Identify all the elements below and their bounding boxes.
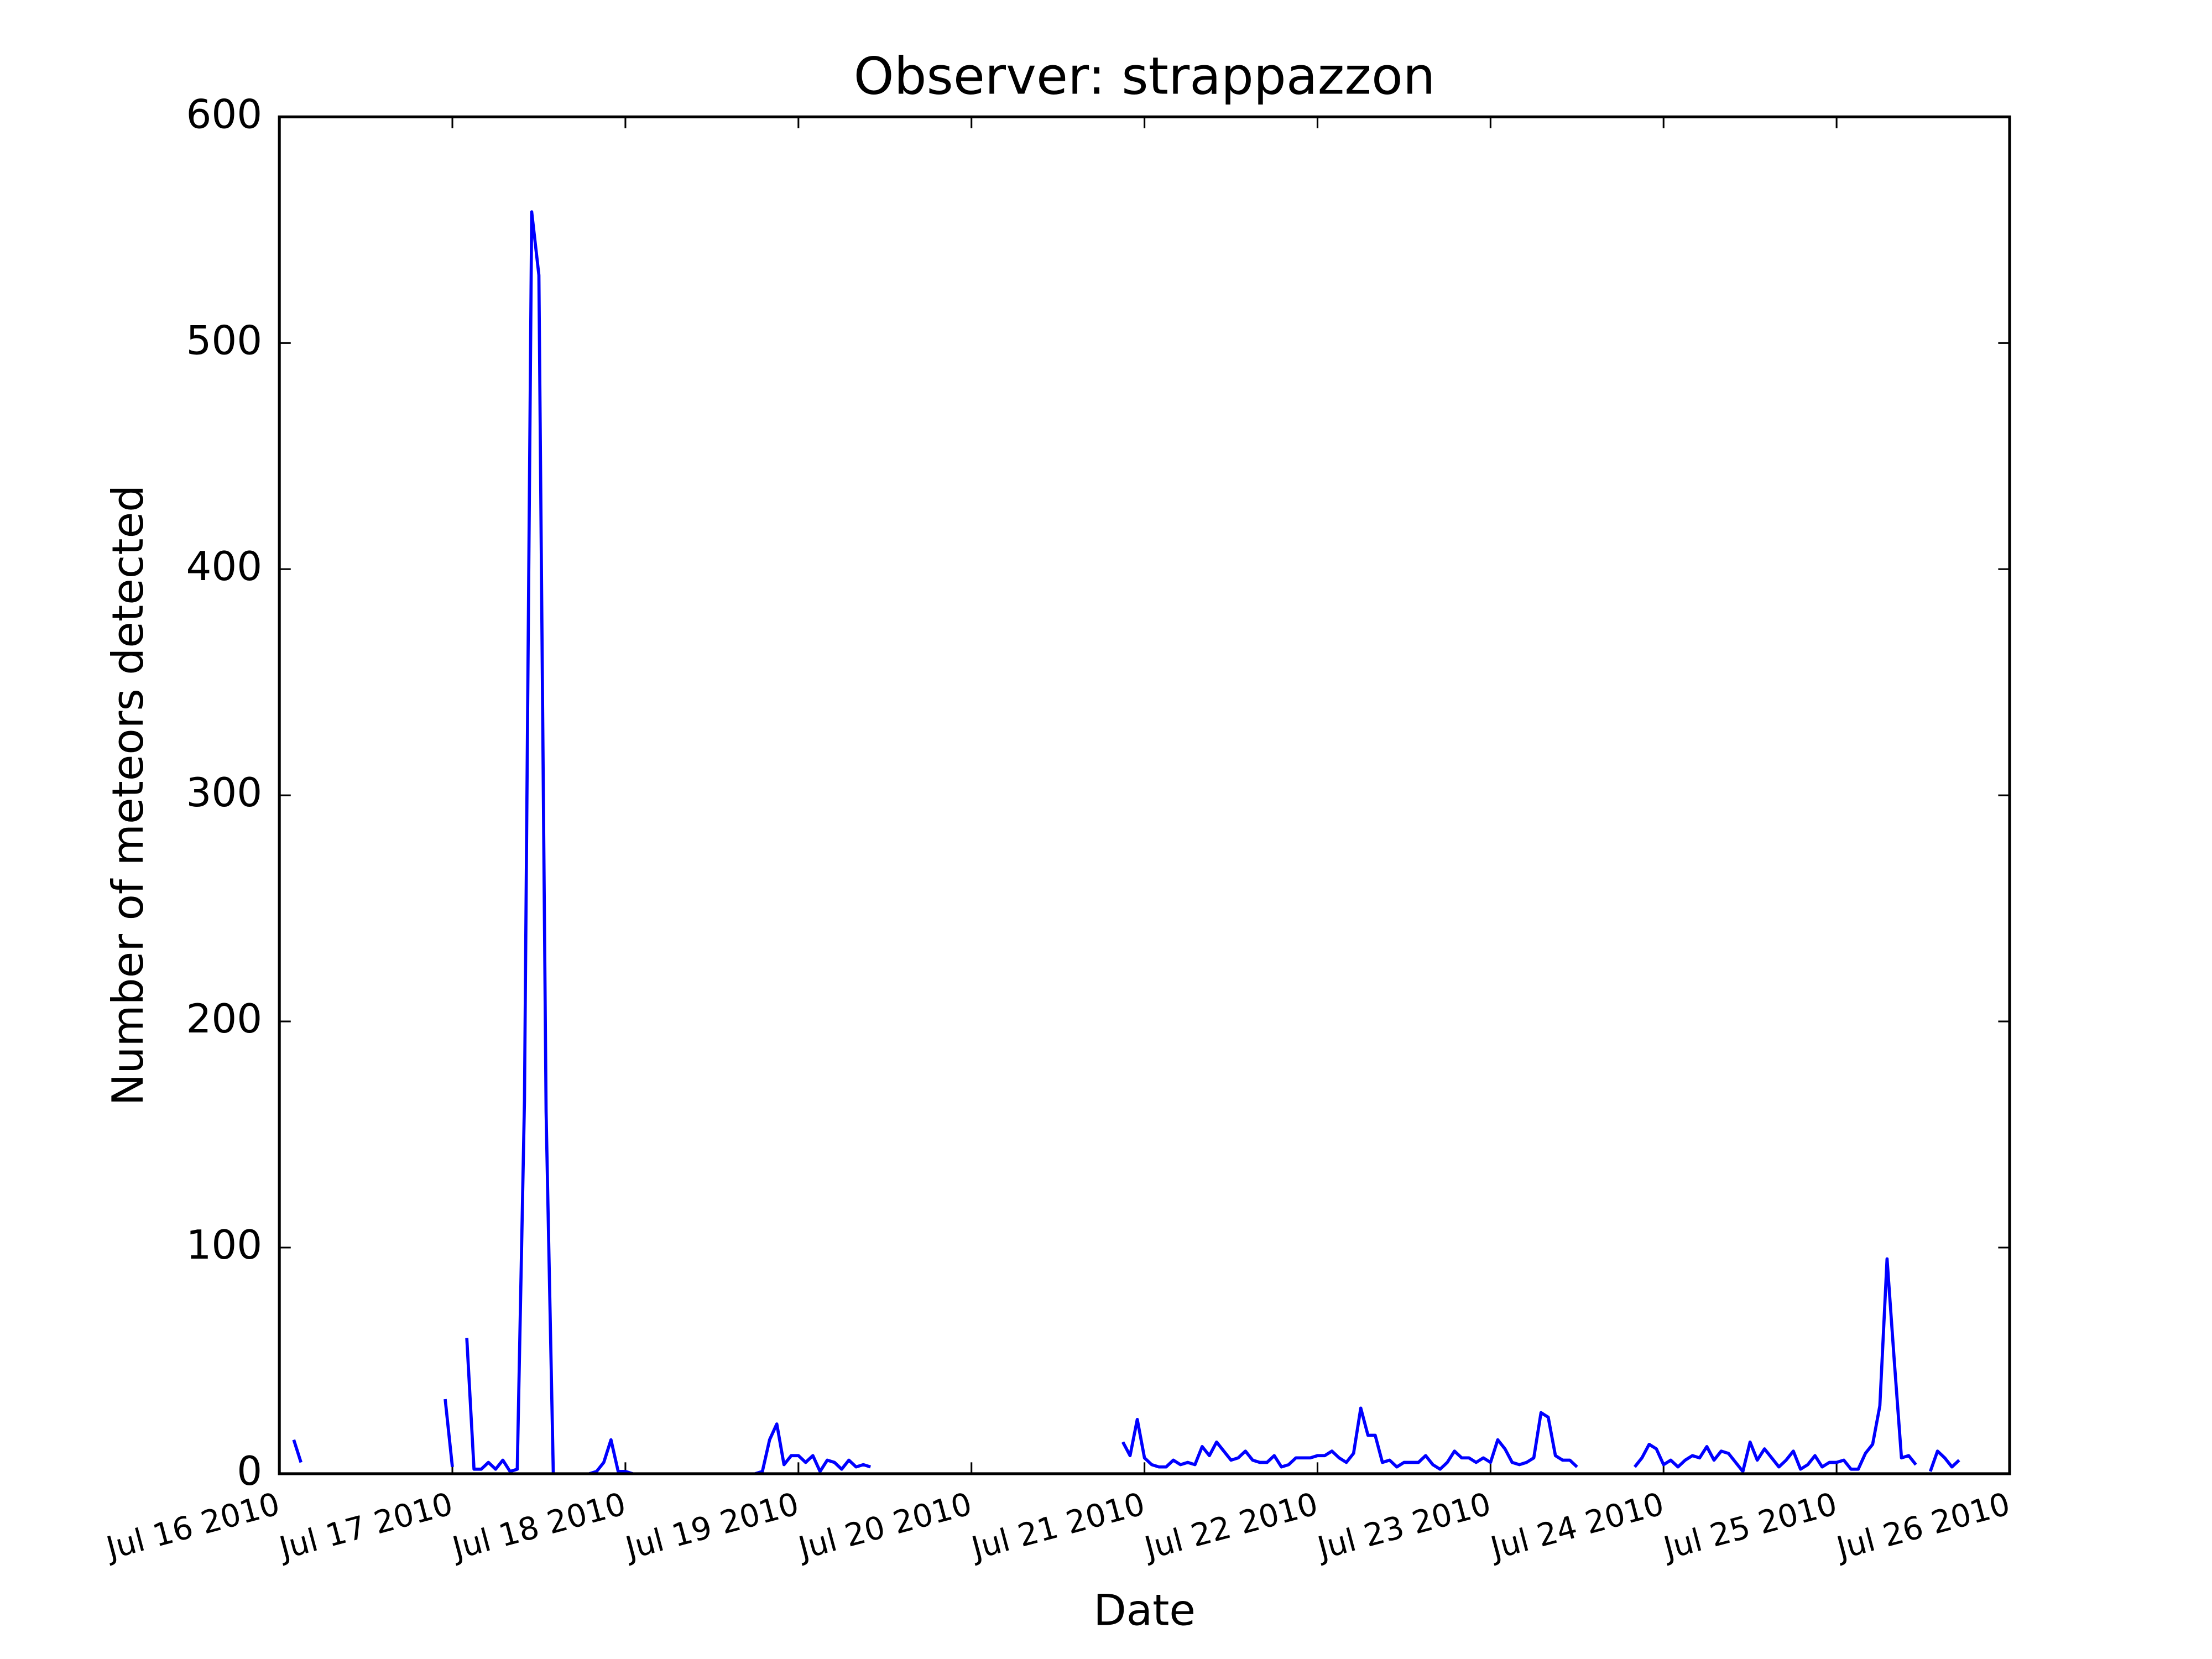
plot-frame: [278, 115, 2011, 1475]
y-tick-label: 400: [186, 544, 262, 590]
y-tick-label: 600: [186, 91, 262, 138]
y-tick-label: 300: [186, 770, 262, 816]
data-line: [292, 210, 1960, 1475]
chart-title: Observer: strappazzon: [854, 46, 1436, 106]
y-tick-label: 0: [237, 1448, 262, 1495]
y-tick-label: 500: [186, 317, 262, 364]
y-tick-label: 100: [186, 1222, 262, 1269]
x-axis-label: Date: [1093, 1586, 1196, 1636]
y-tick-label: 200: [186, 996, 262, 1042]
y-axis-label: Number of meteors detected: [103, 485, 153, 1106]
